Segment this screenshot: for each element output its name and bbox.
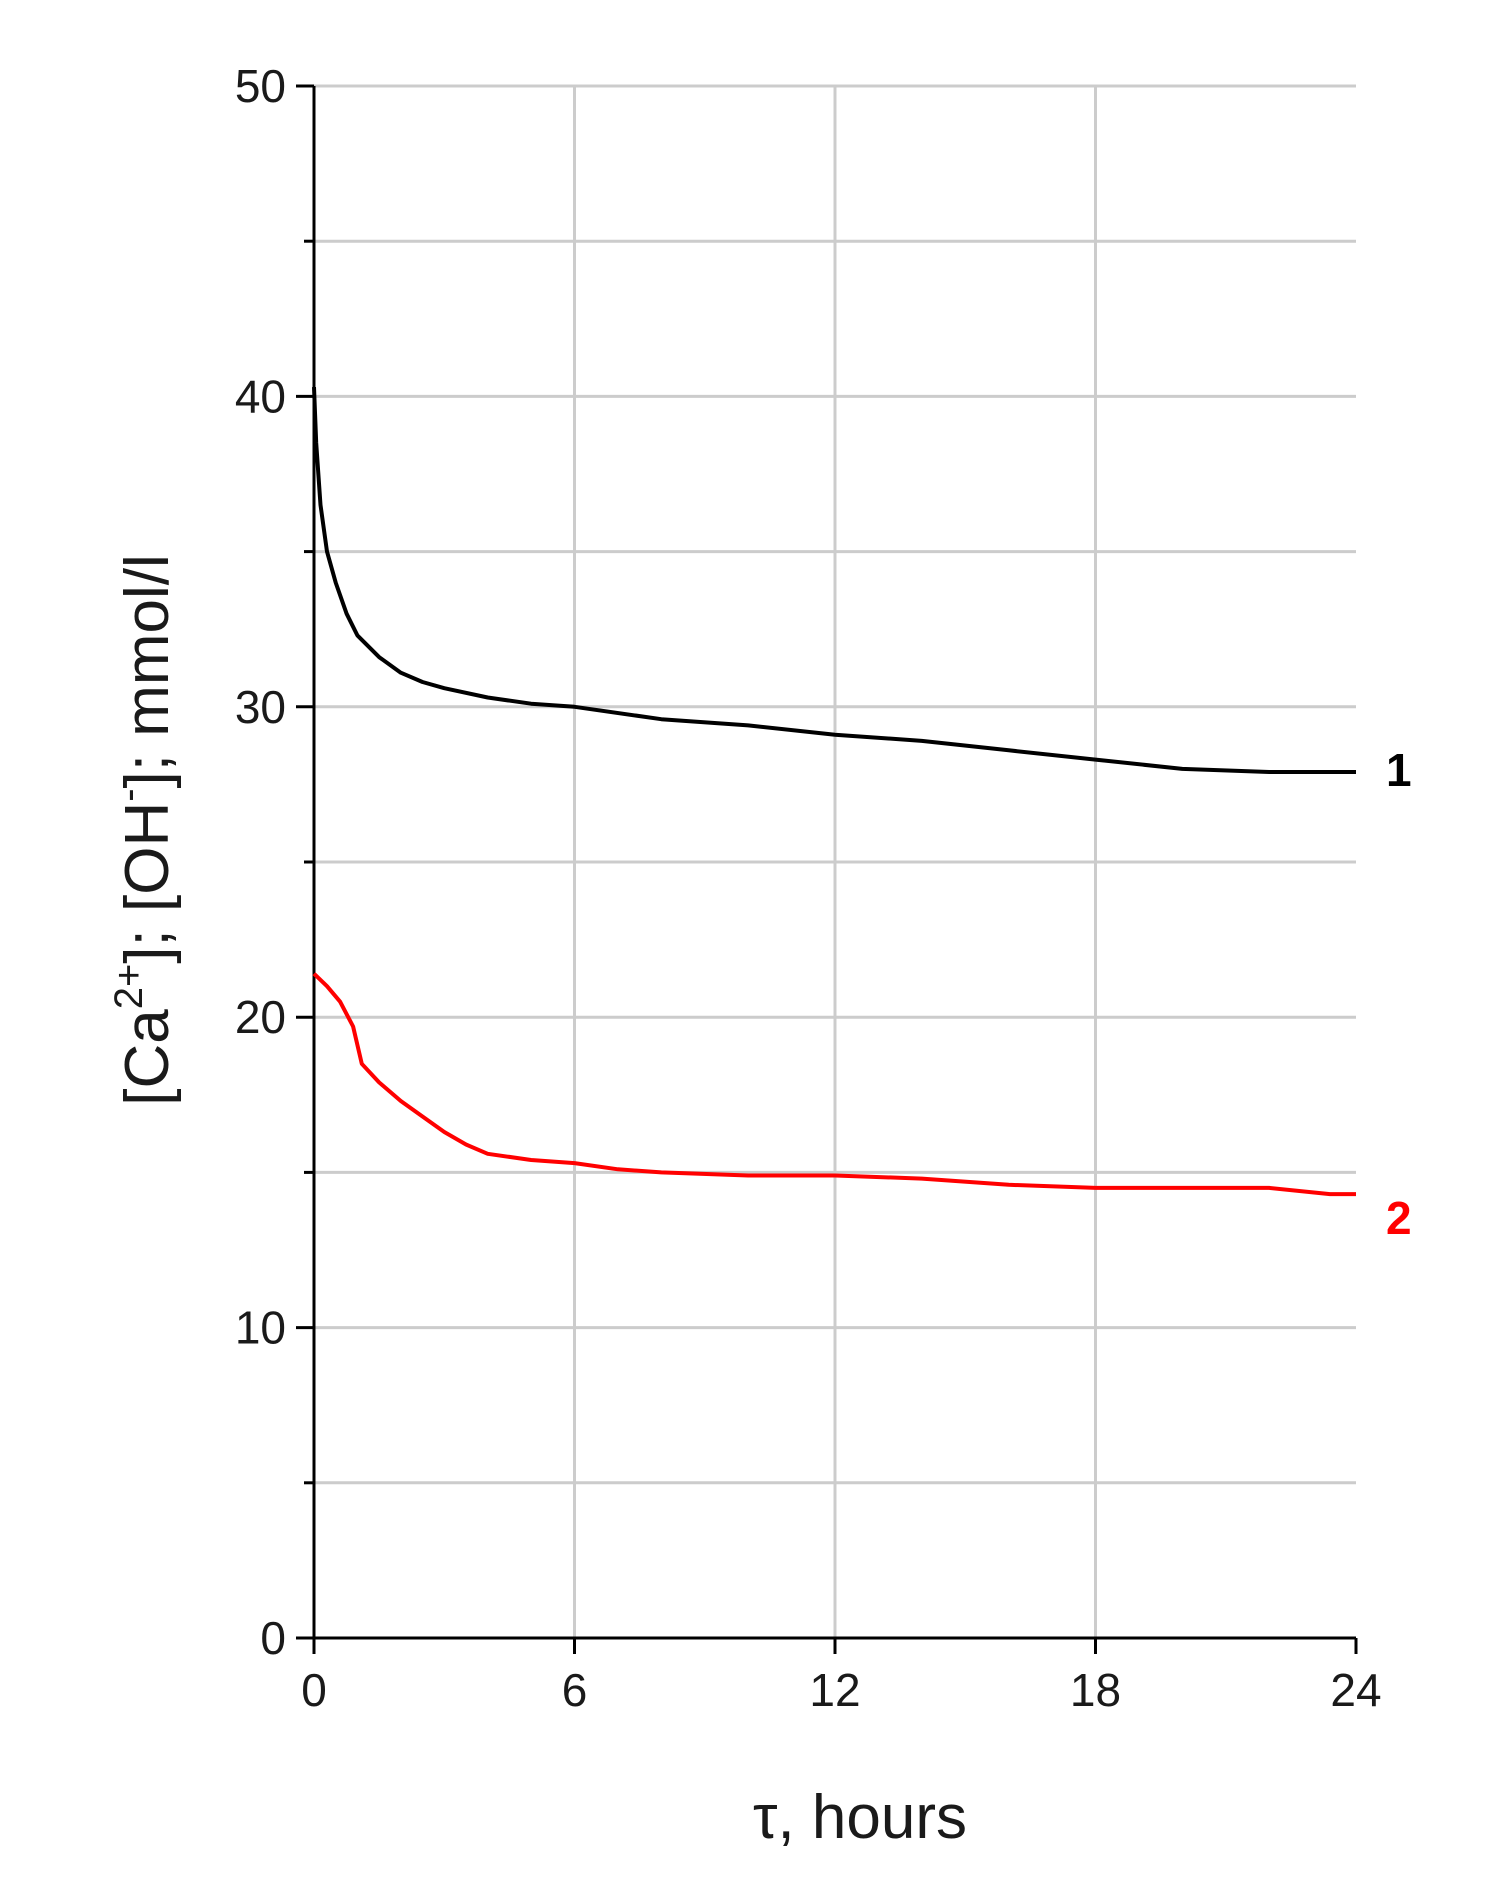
y-axis-title-superscript: - bbox=[107, 788, 151, 801]
series-labels: 12 bbox=[1386, 744, 1412, 1244]
y-tick-label: 40 bbox=[235, 370, 286, 422]
ticks bbox=[296, 84, 1358, 1654]
series-lines bbox=[312, 387, 1356, 1197]
series-label-1: 1 bbox=[1386, 744, 1412, 796]
tick-labels: 0 10 20 30 40 50 0 6 12 18 24 bbox=[235, 60, 1382, 1716]
y-axis-title-part: ]; [OH bbox=[113, 802, 182, 964]
x-tick-label: 6 bbox=[562, 1664, 588, 1716]
series-label-2: 2 bbox=[1386, 1192, 1412, 1244]
grid bbox=[314, 84, 1356, 1638]
y-tick-label: 10 bbox=[235, 1302, 286, 1354]
y-tick-label: 30 bbox=[235, 681, 286, 733]
x-axis-title: τ, hours bbox=[753, 1783, 967, 1852]
y-axis-title-part: ]; mmol/l bbox=[113, 554, 182, 788]
x-tick-label: 0 bbox=[301, 1664, 327, 1716]
y-axis-title: [Ca2+]; [OH-]; mmol/l bbox=[107, 554, 182, 1106]
x-tick-label: 18 bbox=[1070, 1664, 1121, 1716]
y-tick-label: 50 bbox=[235, 60, 286, 112]
y-axis-title-part: [Ca bbox=[113, 1009, 182, 1106]
series-line-1 bbox=[312, 387, 1356, 774]
x-tick-label: 24 bbox=[1330, 1664, 1381, 1716]
y-tick-label: 20 bbox=[235, 991, 286, 1043]
series-line-2 bbox=[312, 972, 1356, 1197]
x-tick-label: 12 bbox=[809, 1664, 860, 1716]
y-tick-label: 0 bbox=[260, 1612, 286, 1664]
y-axis-title-superscript: 2+ bbox=[107, 964, 151, 1010]
